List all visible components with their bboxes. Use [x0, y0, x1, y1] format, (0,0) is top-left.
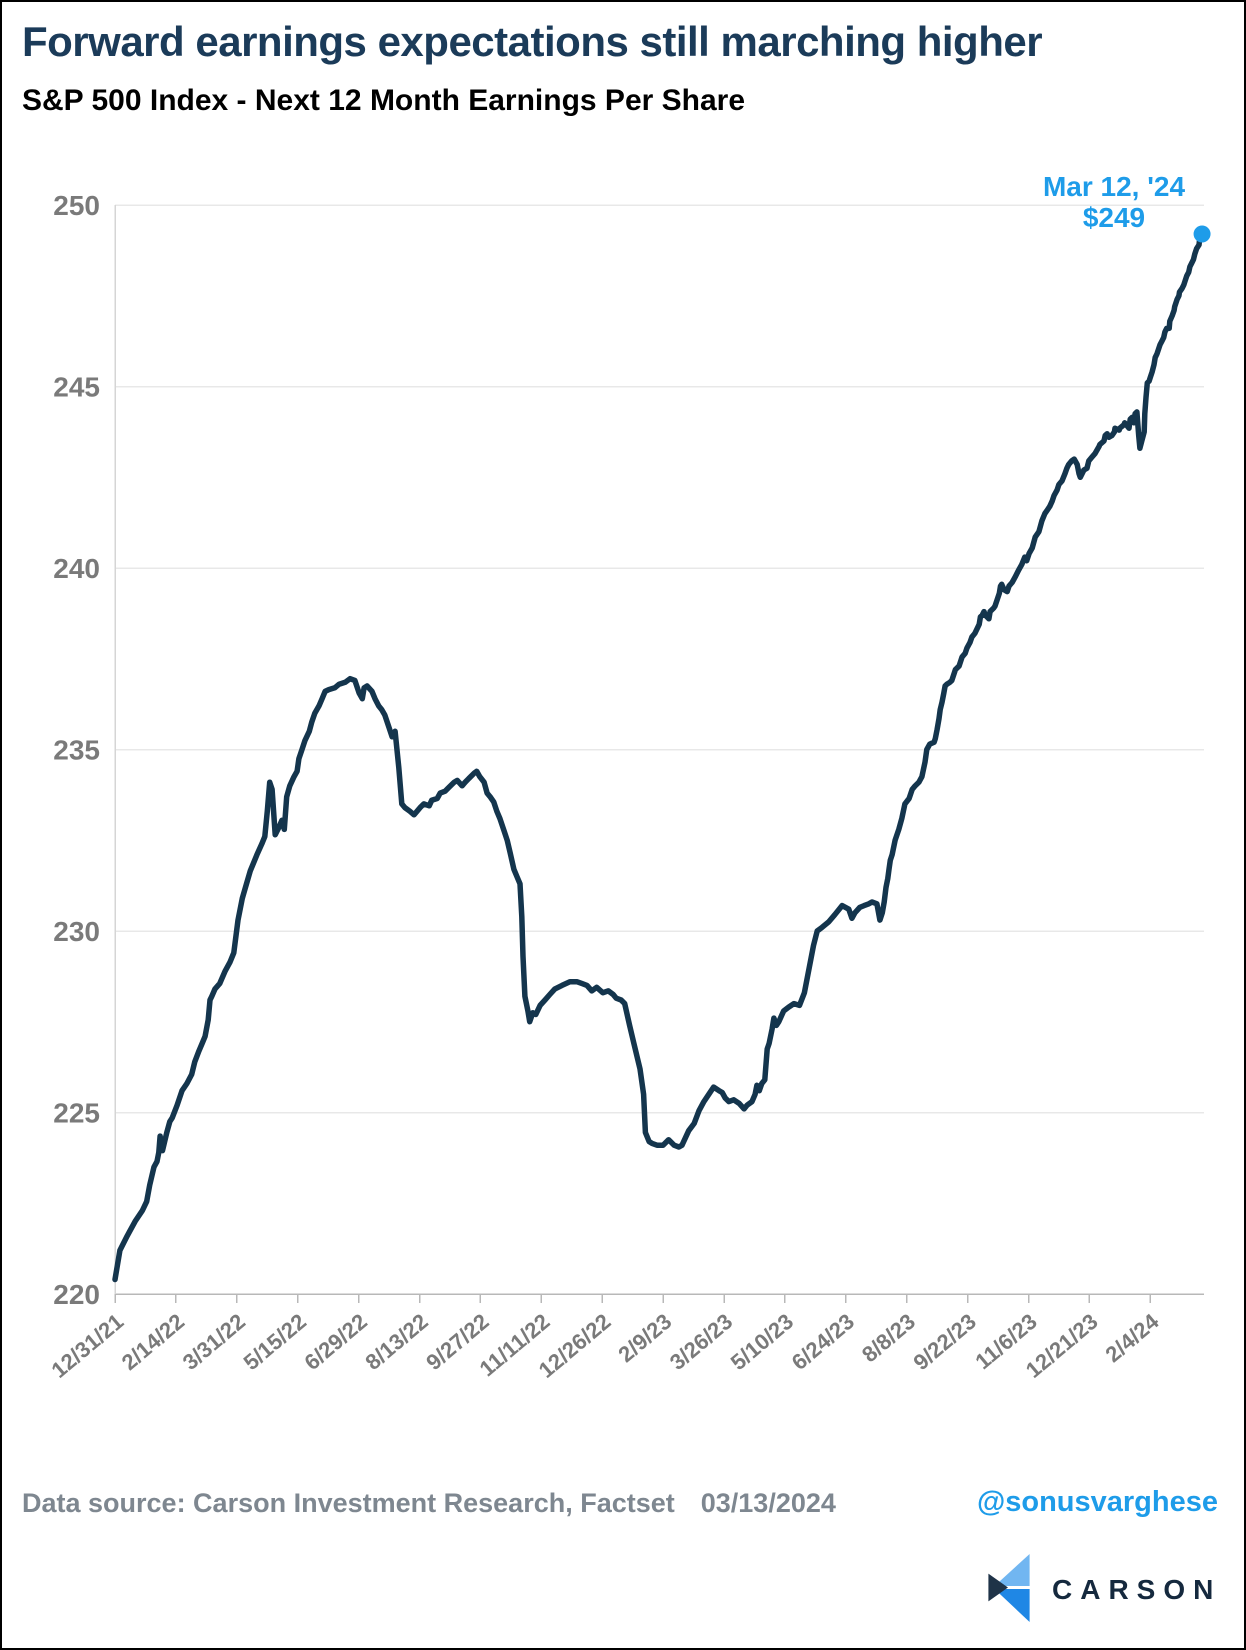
logo-arrow-triangle	[988, 1573, 1008, 1602]
data-source-note: Data source: Carson Investment Research,…	[22, 1488, 836, 1519]
x-tick-label: 9/22/23	[909, 1309, 981, 1375]
carson-logo-icon	[988, 1554, 1030, 1622]
x-tick-label: 6/24/23	[787, 1309, 859, 1375]
y-tick-label: 240	[53, 553, 100, 584]
x-tick-label: 2/14/22	[117, 1309, 189, 1375]
source-text: Data source: Carson Investment Research,…	[22, 1488, 675, 1518]
x-tick-label: 6/29/22	[300, 1309, 372, 1375]
page-title: Forward earnings expectations still marc…	[22, 18, 1043, 65]
endpoint-dot	[1193, 225, 1211, 243]
carson-logo-text: CARSON	[1052, 1574, 1222, 1605]
y-tick-label: 235	[53, 735, 100, 766]
x-tick-label: 5/10/23	[726, 1309, 798, 1375]
eps-line	[112, 231, 1205, 1283]
x-tick-label: 8/13/22	[360, 1309, 432, 1375]
x-tick-label: 5/15/22	[239, 1309, 311, 1375]
endpoint-annotation: Mar 12, '24 $249	[1004, 171, 1224, 233]
as-of-date: 03/13/2024	[700, 1488, 836, 1518]
x-tick-label: 2/4/24	[1101, 1308, 1165, 1367]
y-tick-label: 245	[53, 372, 100, 403]
y-tick-label: 220	[53, 1279, 100, 1310]
logo-bottom-triangle	[994, 1589, 1030, 1622]
endpoint-date-label: Mar 12, '24	[1042, 171, 1186, 202]
x-tick-label: 12/31/21	[47, 1309, 129, 1383]
twitter-handle: @sonusvarghese	[976, 1486, 1218, 1518]
chart-subtitle: S&P 500 Index - Next 12 Month Earnings P…	[22, 84, 746, 117]
x-tick-label: 3/26/23	[665, 1309, 737, 1375]
carson-logo: CARSON	[988, 1554, 1224, 1624]
x-tick-label: 3/31/22	[178, 1309, 250, 1375]
y-tick-label: 230	[53, 916, 100, 947]
y-tick-label: 250	[53, 190, 100, 221]
endpoint-value-label: $249	[1082, 202, 1146, 233]
logo-top-triangle	[994, 1554, 1030, 1586]
y-tick-label: 225	[53, 1098, 100, 1129]
